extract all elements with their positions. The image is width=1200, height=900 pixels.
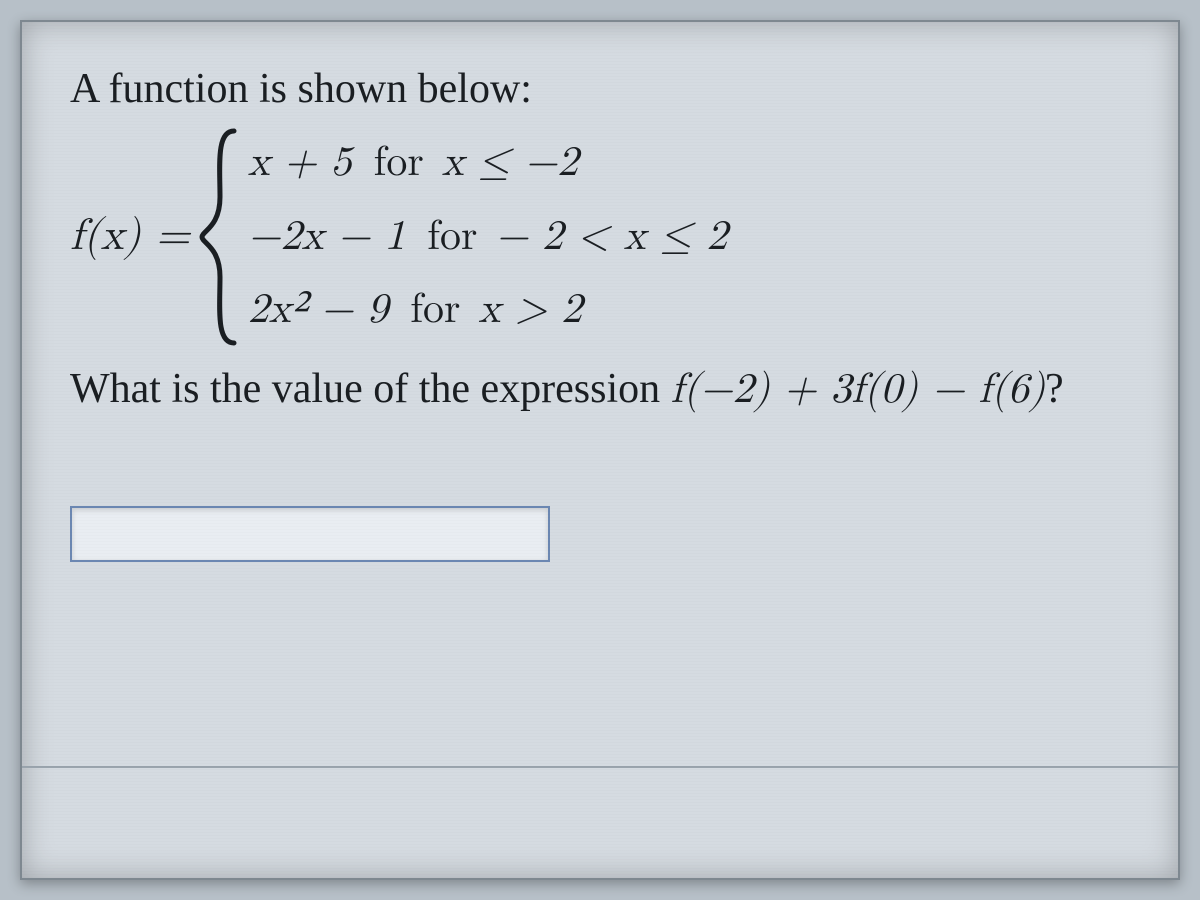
piece-expression: 2x² − 9: [248, 289, 388, 331]
piece-row: −2x − 1 for − 2 < x ≤ 2: [248, 215, 728, 259]
piecewise-cases: x + 5 for x ≤ −2 −2x − 1 for − 2 < x ≤ 2…: [242, 127, 728, 347]
section-divider: [22, 766, 1178, 768]
brace-group: x + 5 for x ≤ −2 −2x − 1 for − 2 < x ≤ 2…: [196, 127, 728, 347]
question-prefix: What is the value of the expression: [70, 366, 671, 412]
piece-row: 2x² − 9 for x > 2: [248, 288, 728, 332]
piece-for-word: for: [402, 289, 464, 331]
answer-input[interactable]: [70, 506, 550, 562]
function-label: f(x) =: [70, 210, 196, 263]
piece-expression: x + 5: [248, 142, 352, 184]
piece-for-word: for: [419, 216, 481, 258]
intro-text: A function is shown below:: [70, 62, 1130, 117]
piece-row: x + 5 for x ≤ −2: [248, 141, 728, 185]
piece-condition: x ≤ −2: [442, 142, 578, 184]
piece-for-word: for: [365, 142, 427, 184]
piece-expression: −2x − 1: [248, 216, 405, 258]
question-suffix: ?: [1045, 366, 1064, 412]
piece-condition: x > 2: [478, 289, 582, 331]
piecewise-function: f(x) = x + 5 for x ≤ −2 −2x − 1 for − 2 …: [70, 127, 1130, 347]
question-panel: A function is shown below: f(x) = x + 5 …: [20, 20, 1180, 880]
question-text: What is the value of the expression f(−2…: [70, 361, 1130, 419]
question-math: f(−2) + 3f(0) − f(6): [671, 369, 1045, 411]
piece-condition: − 2 < x ≤ 2: [495, 216, 727, 258]
left-brace-icon: [196, 127, 242, 347]
